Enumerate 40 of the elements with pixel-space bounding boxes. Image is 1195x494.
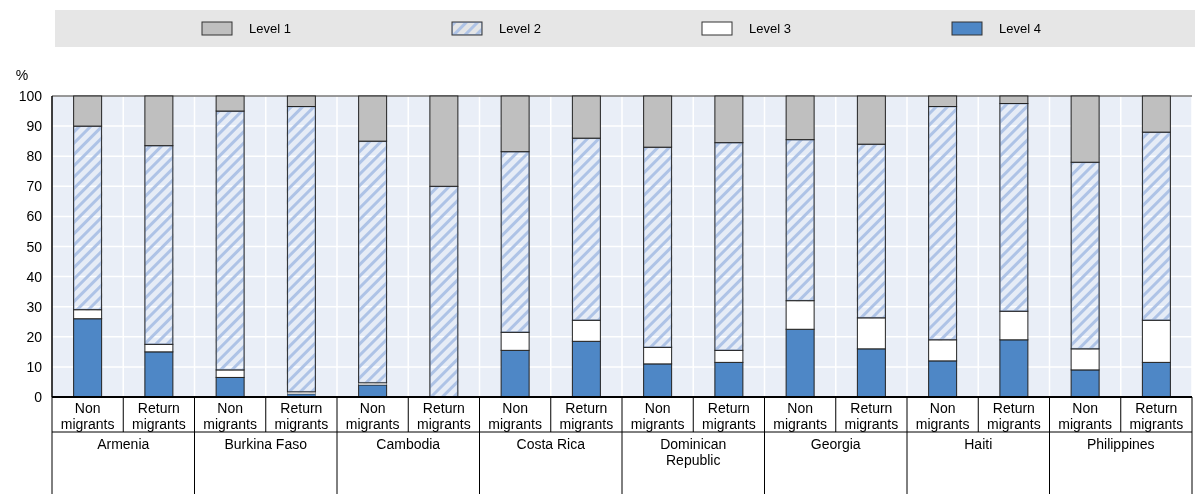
x-tick-label: Return migrants: [702, 400, 756, 432]
x-tick-label: Non migrants: [345, 400, 400, 432]
text: Haiti: [964, 436, 993, 452]
y-tick-label: 70: [26, 178, 43, 195]
y-tick-label: 80: [26, 148, 43, 165]
x-tick-label: Non migrants: [915, 400, 970, 432]
text: Cambodia: [376, 436, 441, 452]
x-tick-label: Return migrants: [559, 400, 614, 432]
y-tick-label: 40: [26, 268, 43, 285]
x-tick-label: Return migrants: [844, 400, 899, 432]
x-tick-label: Return migrants: [417, 400, 471, 432]
x-tick-label: Non migrants: [60, 400, 115, 432]
x-tick-label: Non migrants: [488, 400, 542, 432]
text: Armenia: [97, 436, 150, 452]
x-tick-label: Return migrants: [1129, 400, 1184, 432]
text: Burkina Faso: [224, 436, 308, 452]
text: Philippines: [1086, 436, 1155, 452]
y-tick-label: 90: [26, 118, 43, 135]
x-tick-label: Return migrants: [987, 400, 1041, 432]
y-tick-label: 100: [18, 88, 43, 104]
legend-label: Level 3: [749, 21, 791, 36]
x-tick-label: Non migrants: [203, 400, 257, 432]
x-tick-label: Non migrants: [630, 400, 685, 432]
y-tick-label: 50: [26, 238, 43, 255]
y-tick-label: 20: [26, 328, 43, 345]
x-tick-label: Return migrants: [274, 400, 329, 432]
text: Georgia: [810, 436, 861, 452]
text: Costa Rica: [516, 436, 586, 452]
y-tick-label: 0: [34, 389, 43, 405]
text: Dominican Republic: [660, 436, 727, 468]
y-axis-title: %: [15, 67, 29, 83]
legend-label: Level 1: [249, 21, 291, 36]
x-tick-label: Non migrants: [773, 400, 827, 432]
legend-label: Level 2: [499, 21, 541, 36]
y-tick-label: 60: [26, 208, 43, 225]
y-tick-label: 30: [26, 298, 43, 315]
x-tick-label: Return migrants: [132, 400, 186, 432]
x-tick-label: Non migrants: [1058, 400, 1112, 432]
legend-label: Level 4: [999, 21, 1041, 36]
y-tick-label: 10: [26, 358, 43, 375]
